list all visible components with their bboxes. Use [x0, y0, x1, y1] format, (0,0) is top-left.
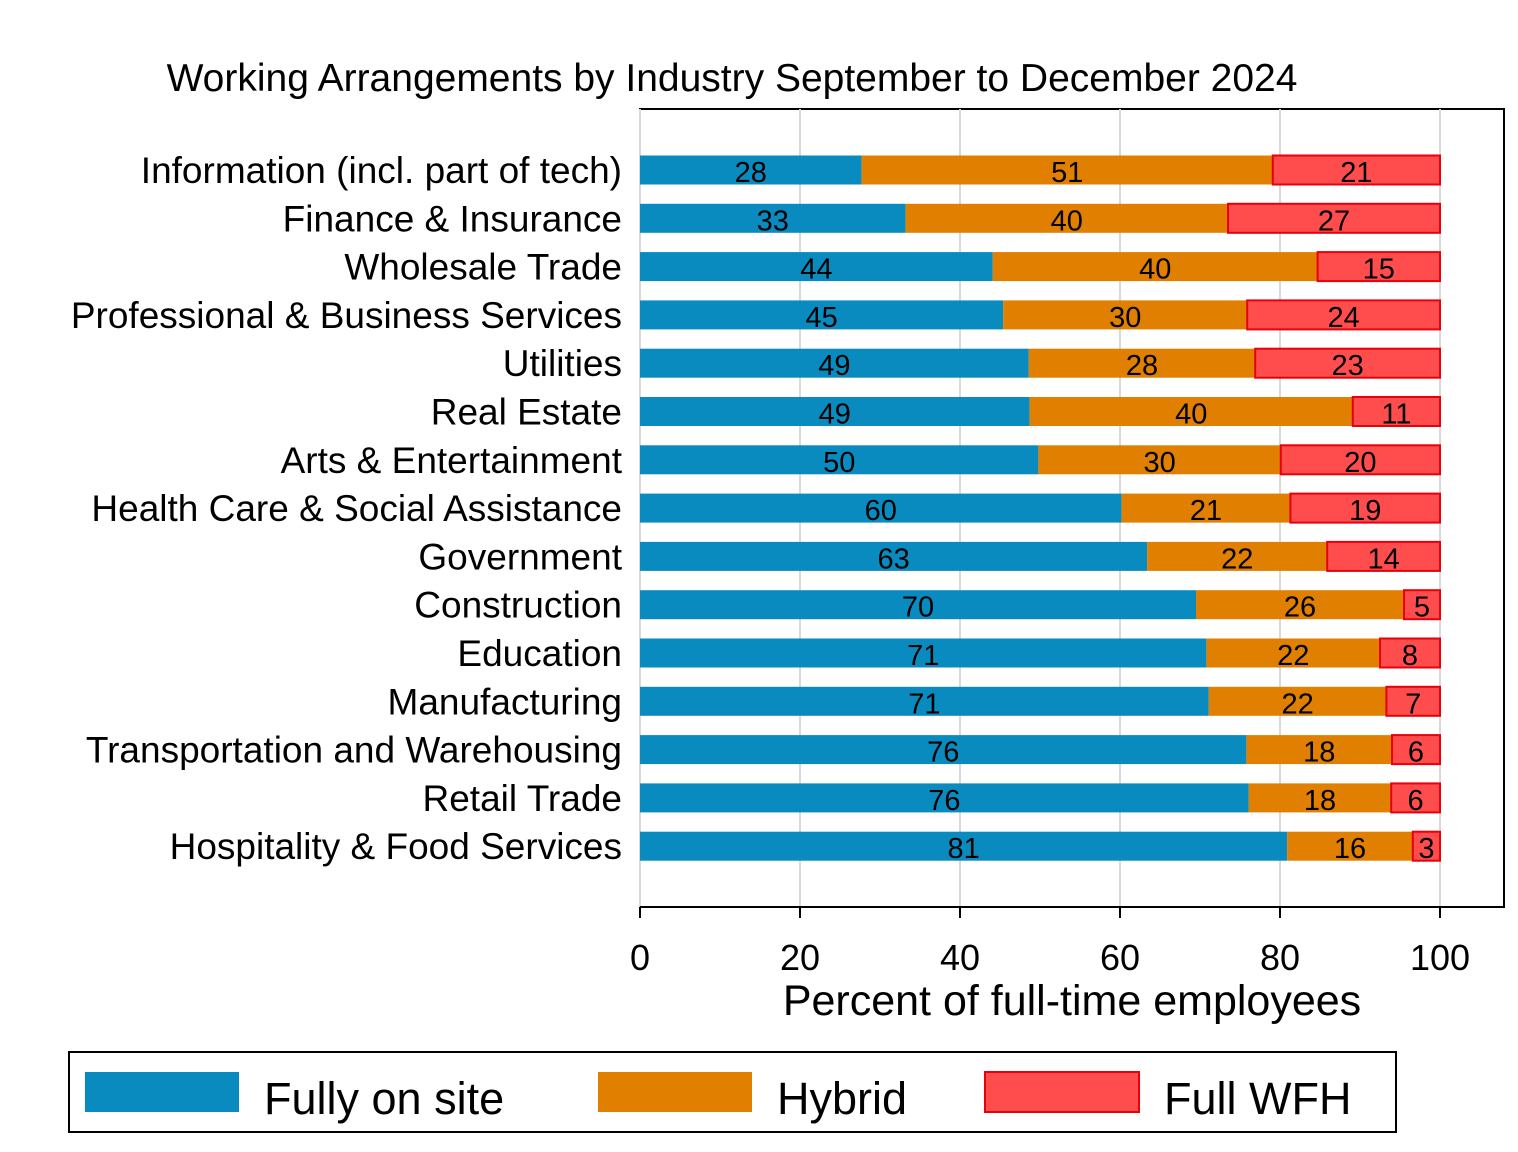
bar-value-label: 63 [877, 543, 909, 575]
bar-value-label: 7 [1405, 688, 1421, 720]
bar-value-label: 50 [823, 447, 855, 479]
category-label: Wholesale Trade [344, 247, 622, 288]
bar-value-label: 44 [800, 254, 832, 286]
category-label: Construction [414, 585, 622, 626]
chart-title: Working Arrangements by Industry Septemb… [167, 57, 1298, 100]
x-tick-label: 20 [780, 937, 820, 978]
bar-value-label: 18 [1303, 737, 1335, 769]
bar-value-label: 76 [928, 785, 960, 817]
bar-value-label: 8 [1402, 640, 1418, 672]
category-label: Education [457, 633, 622, 674]
category-label: Hospitality & Food Services [170, 826, 622, 867]
bar-value-label: 49 [818, 350, 850, 382]
bar-value-label: 40 [1175, 399, 1207, 431]
bar-value-label: 70 [902, 592, 934, 624]
bar-value-label: 71 [908, 688, 940, 720]
bar-value-label: 18 [1304, 785, 1336, 817]
x-tick-label: 0 [630, 937, 650, 978]
bar-value-label: 23 [1331, 350, 1363, 382]
legend-swatch [598, 1072, 752, 1112]
bar-value-label: 15 [1363, 254, 1395, 286]
legend-swatch [985, 1072, 1139, 1112]
bar-value-label: 24 [1327, 302, 1359, 334]
x-tick-label: 60 [1100, 937, 1140, 978]
legend-label: Hybrid [777, 1073, 907, 1124]
bar-value-label: 30 [1109, 302, 1141, 334]
bar-value-label: 81 [947, 833, 979, 865]
bar-value-label: 26 [1284, 592, 1316, 624]
bar-value-label: 5 [1414, 592, 1430, 624]
bar-value-label: 20 [1344, 447, 1376, 479]
bar-value-label: 3 [1418, 833, 1434, 865]
bar-value-label: 28 [1126, 350, 1158, 382]
bar-value-label: 28 [735, 157, 767, 189]
chart: Working Arrangements by Industry Septemb… [0, 0, 1518, 1152]
legend-label: Fully on site [264, 1073, 504, 1124]
bar-value-label: 22 [1281, 688, 1313, 720]
category-label: Transportation and Warehousing [86, 730, 622, 771]
bar-value-label: 33 [757, 205, 789, 237]
bar-value-label: 40 [1051, 205, 1083, 237]
category-label: Utilities [503, 343, 622, 384]
bar-value-label: 22 [1221, 543, 1253, 575]
bar-value-label: 11 [1381, 399, 1411, 431]
x-tick-label: 100 [1410, 937, 1470, 978]
category-label: Information (incl. part of tech) [141, 150, 622, 191]
x-axis: 0 20 40 60 80 100 [630, 907, 1504, 978]
bar-value-label: 45 [805, 302, 837, 334]
bar-value-label: 27 [1318, 205, 1350, 237]
bar-value-label: 51 [1051, 157, 1083, 189]
bar-value-label: 19 [1349, 495, 1381, 527]
legend-label: Full WFH [1164, 1073, 1351, 1124]
category-label: Real Estate [431, 392, 622, 433]
bar-value-label: 60 [865, 495, 897, 527]
x-tick-label: 80 [1260, 937, 1300, 978]
category-label: Retail Trade [423, 778, 623, 819]
bar-value-label: 22 [1277, 640, 1309, 672]
legend: Fully on site Hybrid Full WFH [69, 1052, 1396, 1132]
legend-swatch [85, 1072, 239, 1112]
bar-value-label: 49 [819, 399, 851, 431]
category-label: Government [418, 536, 622, 577]
bar-value-label: 21 [1190, 495, 1222, 527]
x-tick-label: 40 [940, 937, 980, 978]
bar-value-label: 40 [1139, 254, 1171, 286]
bar-value-label: 6 [1408, 785, 1424, 817]
bar-value-label: 21 [1340, 157, 1372, 189]
bar-value-label: 6 [1408, 737, 1424, 769]
bar-value-label: 14 [1367, 543, 1399, 575]
category-label: Health Care & Social Assistance [91, 488, 622, 529]
category-label: Professional & Business Services [71, 295, 622, 336]
category-label: Manufacturing [388, 681, 622, 722]
bar-value-label: 76 [927, 737, 959, 769]
category-label: Arts & Entertainment [281, 440, 623, 481]
bar-value-label: 71 [907, 640, 939, 672]
x-axis-title: Percent of full-time employees [783, 977, 1361, 1025]
category-labels: Information (incl. part of tech) Finance … [71, 150, 623, 867]
category-label: Finance & Insurance [283, 198, 622, 239]
bar-value-label: 30 [1143, 447, 1175, 479]
bar-value-label: 16 [1334, 833, 1366, 865]
